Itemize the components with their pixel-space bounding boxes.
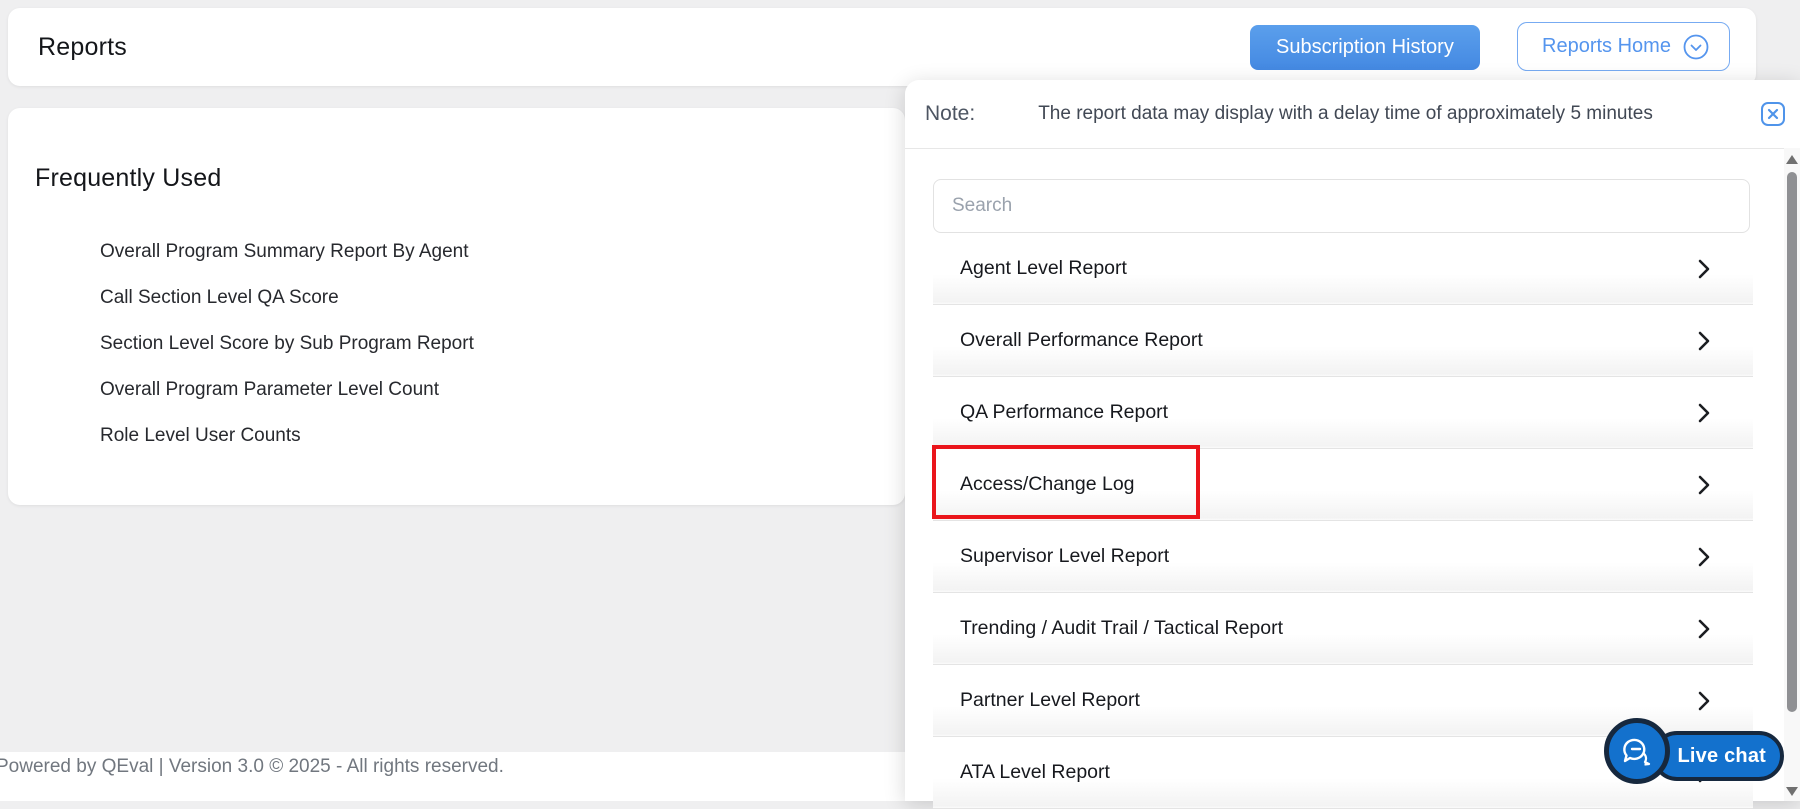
reports-home-label: Reports Home (1542, 35, 1671, 57)
report-item[interactable]: QA Performance Report (933, 377, 1753, 449)
report-item-label: Supervisor Level Report (960, 545, 1170, 567)
report-item[interactable]: Access/Change Log (932, 445, 1753, 521)
chevron-right-icon (1697, 402, 1711, 424)
note-bar: Note: The report data may display with a… (905, 80, 1800, 149)
frequently-used-item[interactable]: Role Level User Counts (100, 425, 301, 446)
frequently-used-list: Overall Program Summary Report By Agent C… (100, 229, 474, 459)
report-item[interactable]: Supervisor Level Report (933, 521, 1753, 593)
chevron-right-icon (1697, 330, 1711, 352)
reports-home-button[interactable]: Reports Home (1517, 22, 1730, 71)
scrollbar-down-arrow-icon[interactable] (1786, 787, 1798, 796)
chevron-right-icon (1697, 546, 1711, 568)
frequently-used-item[interactable]: Section Level Score by Sub Program Repor… (100, 333, 474, 354)
frequently-used-item[interactable]: Overall Program Parameter Level Count (100, 379, 439, 400)
report-item-label: Overall Performance Report (960, 329, 1203, 351)
chevron-right-icon (1697, 618, 1711, 640)
note-label: Note: (925, 102, 976, 125)
chevron-down-circle-icon (1683, 34, 1709, 60)
report-list-scroll-area: Agent Level Report Overall Performance R… (905, 149, 1800, 809)
report-item[interactable]: Overall Performance Report (933, 305, 1753, 377)
footer-text: Powered by QEval | Version 3.0 © 2025 - … (0, 756, 504, 777)
report-item-label: Partner Level Report (960, 689, 1140, 711)
live-chat-label: Live chat (1677, 744, 1766, 767)
frequently-used-card (8, 108, 905, 505)
close-icon[interactable] (1761, 102, 1785, 126)
reports-dropdown-panel: Note: The report data may display with a… (905, 80, 1800, 809)
frequently-used-heading: Frequently Used (35, 164, 222, 192)
chevron-right-icon (1697, 690, 1711, 712)
page-title: Reports (38, 32, 127, 61)
report-item-label: ATA Level Report (960, 761, 1110, 783)
report-item-label: Trending / Audit Trail / Tactical Report (960, 617, 1283, 639)
report-list: Agent Level Report Overall Performance R… (932, 233, 1753, 809)
report-item[interactable]: Trending / Audit Trail / Tactical Report (933, 593, 1753, 665)
search-input[interactable] (933, 179, 1750, 233)
chevron-right-icon (1697, 474, 1711, 496)
frequently-used-item[interactable]: Call Section Level QA Score (100, 287, 339, 308)
report-item[interactable]: Agent Level Report (933, 233, 1753, 305)
subscription-history-button[interactable]: Subscription History (1250, 25, 1480, 70)
report-item-label: Agent Level Report (960, 257, 1127, 279)
report-item-label: QA Performance Report (960, 401, 1169, 423)
scrollbar-up-arrow-icon[interactable] (1786, 155, 1798, 164)
live-chat-pill[interactable]: Live chat (1652, 731, 1784, 781)
chevron-right-icon (1697, 258, 1711, 280)
live-chat-button[interactable]: Live chat (1604, 718, 1784, 792)
note-message: The report data may display with a delay… (1038, 103, 1653, 124)
chat-bubble-icon[interactable] (1604, 718, 1670, 784)
scrollbar-thumb[interactable] (1787, 172, 1797, 712)
scrollbar[interactable] (1784, 148, 1800, 801)
top-bar: Reports Subscription History Reports Hom… (8, 8, 1756, 86)
frequently-used-item[interactable]: Overall Program Summary Report By Agent (100, 241, 469, 262)
report-item-label: Access/Change Log (960, 473, 1135, 495)
